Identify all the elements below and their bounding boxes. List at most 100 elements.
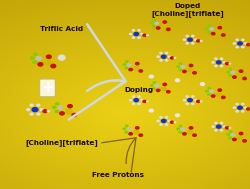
Circle shape — [159, 123, 163, 126]
Circle shape — [71, 113, 77, 117]
Circle shape — [161, 54, 167, 59]
Circle shape — [230, 133, 235, 137]
Circle shape — [125, 124, 129, 127]
Circle shape — [211, 32, 216, 36]
Circle shape — [156, 120, 160, 122]
Circle shape — [238, 69, 244, 73]
Circle shape — [244, 106, 248, 109]
Text: Free Protons: Free Protons — [92, 172, 144, 178]
Circle shape — [214, 57, 218, 60]
Circle shape — [178, 124, 182, 127]
Circle shape — [146, 34, 149, 36]
Circle shape — [165, 59, 168, 62]
Circle shape — [57, 105, 63, 110]
Circle shape — [176, 65, 180, 68]
Circle shape — [217, 26, 222, 30]
Circle shape — [186, 95, 189, 98]
Circle shape — [241, 103, 244, 105]
Circle shape — [200, 82, 205, 86]
Circle shape — [36, 104, 40, 107]
Circle shape — [246, 107, 250, 111]
Circle shape — [154, 22, 159, 25]
Circle shape — [226, 71, 230, 74]
Circle shape — [67, 104, 73, 108]
Circle shape — [225, 62, 229, 65]
Circle shape — [236, 110, 239, 113]
Circle shape — [191, 102, 194, 105]
Circle shape — [122, 127, 126, 130]
Circle shape — [26, 108, 30, 111]
Circle shape — [152, 19, 156, 22]
Circle shape — [175, 78, 180, 82]
Circle shape — [166, 90, 171, 94]
Circle shape — [58, 55, 65, 60]
Text: Doping: Doping — [124, 87, 153, 93]
Circle shape — [129, 33, 132, 35]
Circle shape — [43, 59, 52, 66]
Circle shape — [168, 55, 171, 58]
Circle shape — [159, 52, 163, 54]
Circle shape — [52, 105, 57, 109]
Circle shape — [207, 31, 211, 34]
Circle shape — [242, 77, 247, 80]
Circle shape — [182, 99, 186, 101]
Circle shape — [165, 116, 168, 119]
Circle shape — [194, 38, 198, 41]
Circle shape — [168, 120, 171, 122]
Circle shape — [238, 132, 244, 136]
Circle shape — [165, 123, 168, 126]
Circle shape — [228, 130, 232, 133]
Text: Doped
[Choline][triflate]: Doped [Choline][triflate] — [151, 3, 224, 17]
Circle shape — [237, 41, 243, 46]
Circle shape — [220, 129, 223, 132]
Circle shape — [226, 133, 230, 136]
Circle shape — [191, 42, 194, 45]
Circle shape — [187, 67, 193, 72]
Circle shape — [225, 126, 229, 130]
Circle shape — [174, 121, 176, 123]
Circle shape — [148, 108, 154, 113]
Circle shape — [30, 104, 34, 107]
Circle shape — [127, 63, 132, 67]
Circle shape — [211, 94, 216, 98]
Circle shape — [186, 102, 189, 105]
Circle shape — [150, 84, 154, 87]
Circle shape — [192, 71, 197, 75]
Circle shape — [142, 100, 147, 103]
Circle shape — [216, 30, 222, 35]
Circle shape — [122, 63, 126, 66]
Circle shape — [237, 105, 243, 110]
Circle shape — [216, 92, 222, 97]
Circle shape — [42, 109, 48, 113]
Circle shape — [152, 81, 156, 84]
Circle shape — [187, 98, 193, 102]
Circle shape — [232, 75, 237, 79]
Circle shape — [228, 74, 232, 77]
Circle shape — [209, 90, 214, 93]
Circle shape — [207, 87, 211, 90]
Circle shape — [46, 54, 52, 59]
Circle shape — [211, 61, 215, 64]
Circle shape — [220, 57, 223, 60]
Circle shape — [162, 83, 167, 86]
Circle shape — [135, 62, 140, 66]
Circle shape — [165, 52, 168, 54]
Circle shape — [228, 63, 231, 65]
Circle shape — [236, 38, 239, 41]
Circle shape — [159, 116, 163, 119]
Circle shape — [160, 24, 167, 29]
Circle shape — [137, 95, 141, 98]
Circle shape — [232, 42, 236, 45]
Circle shape — [150, 22, 154, 25]
Circle shape — [124, 67, 128, 70]
Circle shape — [176, 127, 180, 130]
Circle shape — [156, 88, 161, 92]
Circle shape — [196, 39, 200, 43]
Circle shape — [187, 130, 193, 135]
Circle shape — [241, 46, 244, 49]
Circle shape — [142, 33, 147, 37]
Circle shape — [137, 102, 141, 105]
Circle shape — [54, 110, 59, 113]
Circle shape — [161, 119, 167, 123]
Circle shape — [222, 61, 226, 64]
